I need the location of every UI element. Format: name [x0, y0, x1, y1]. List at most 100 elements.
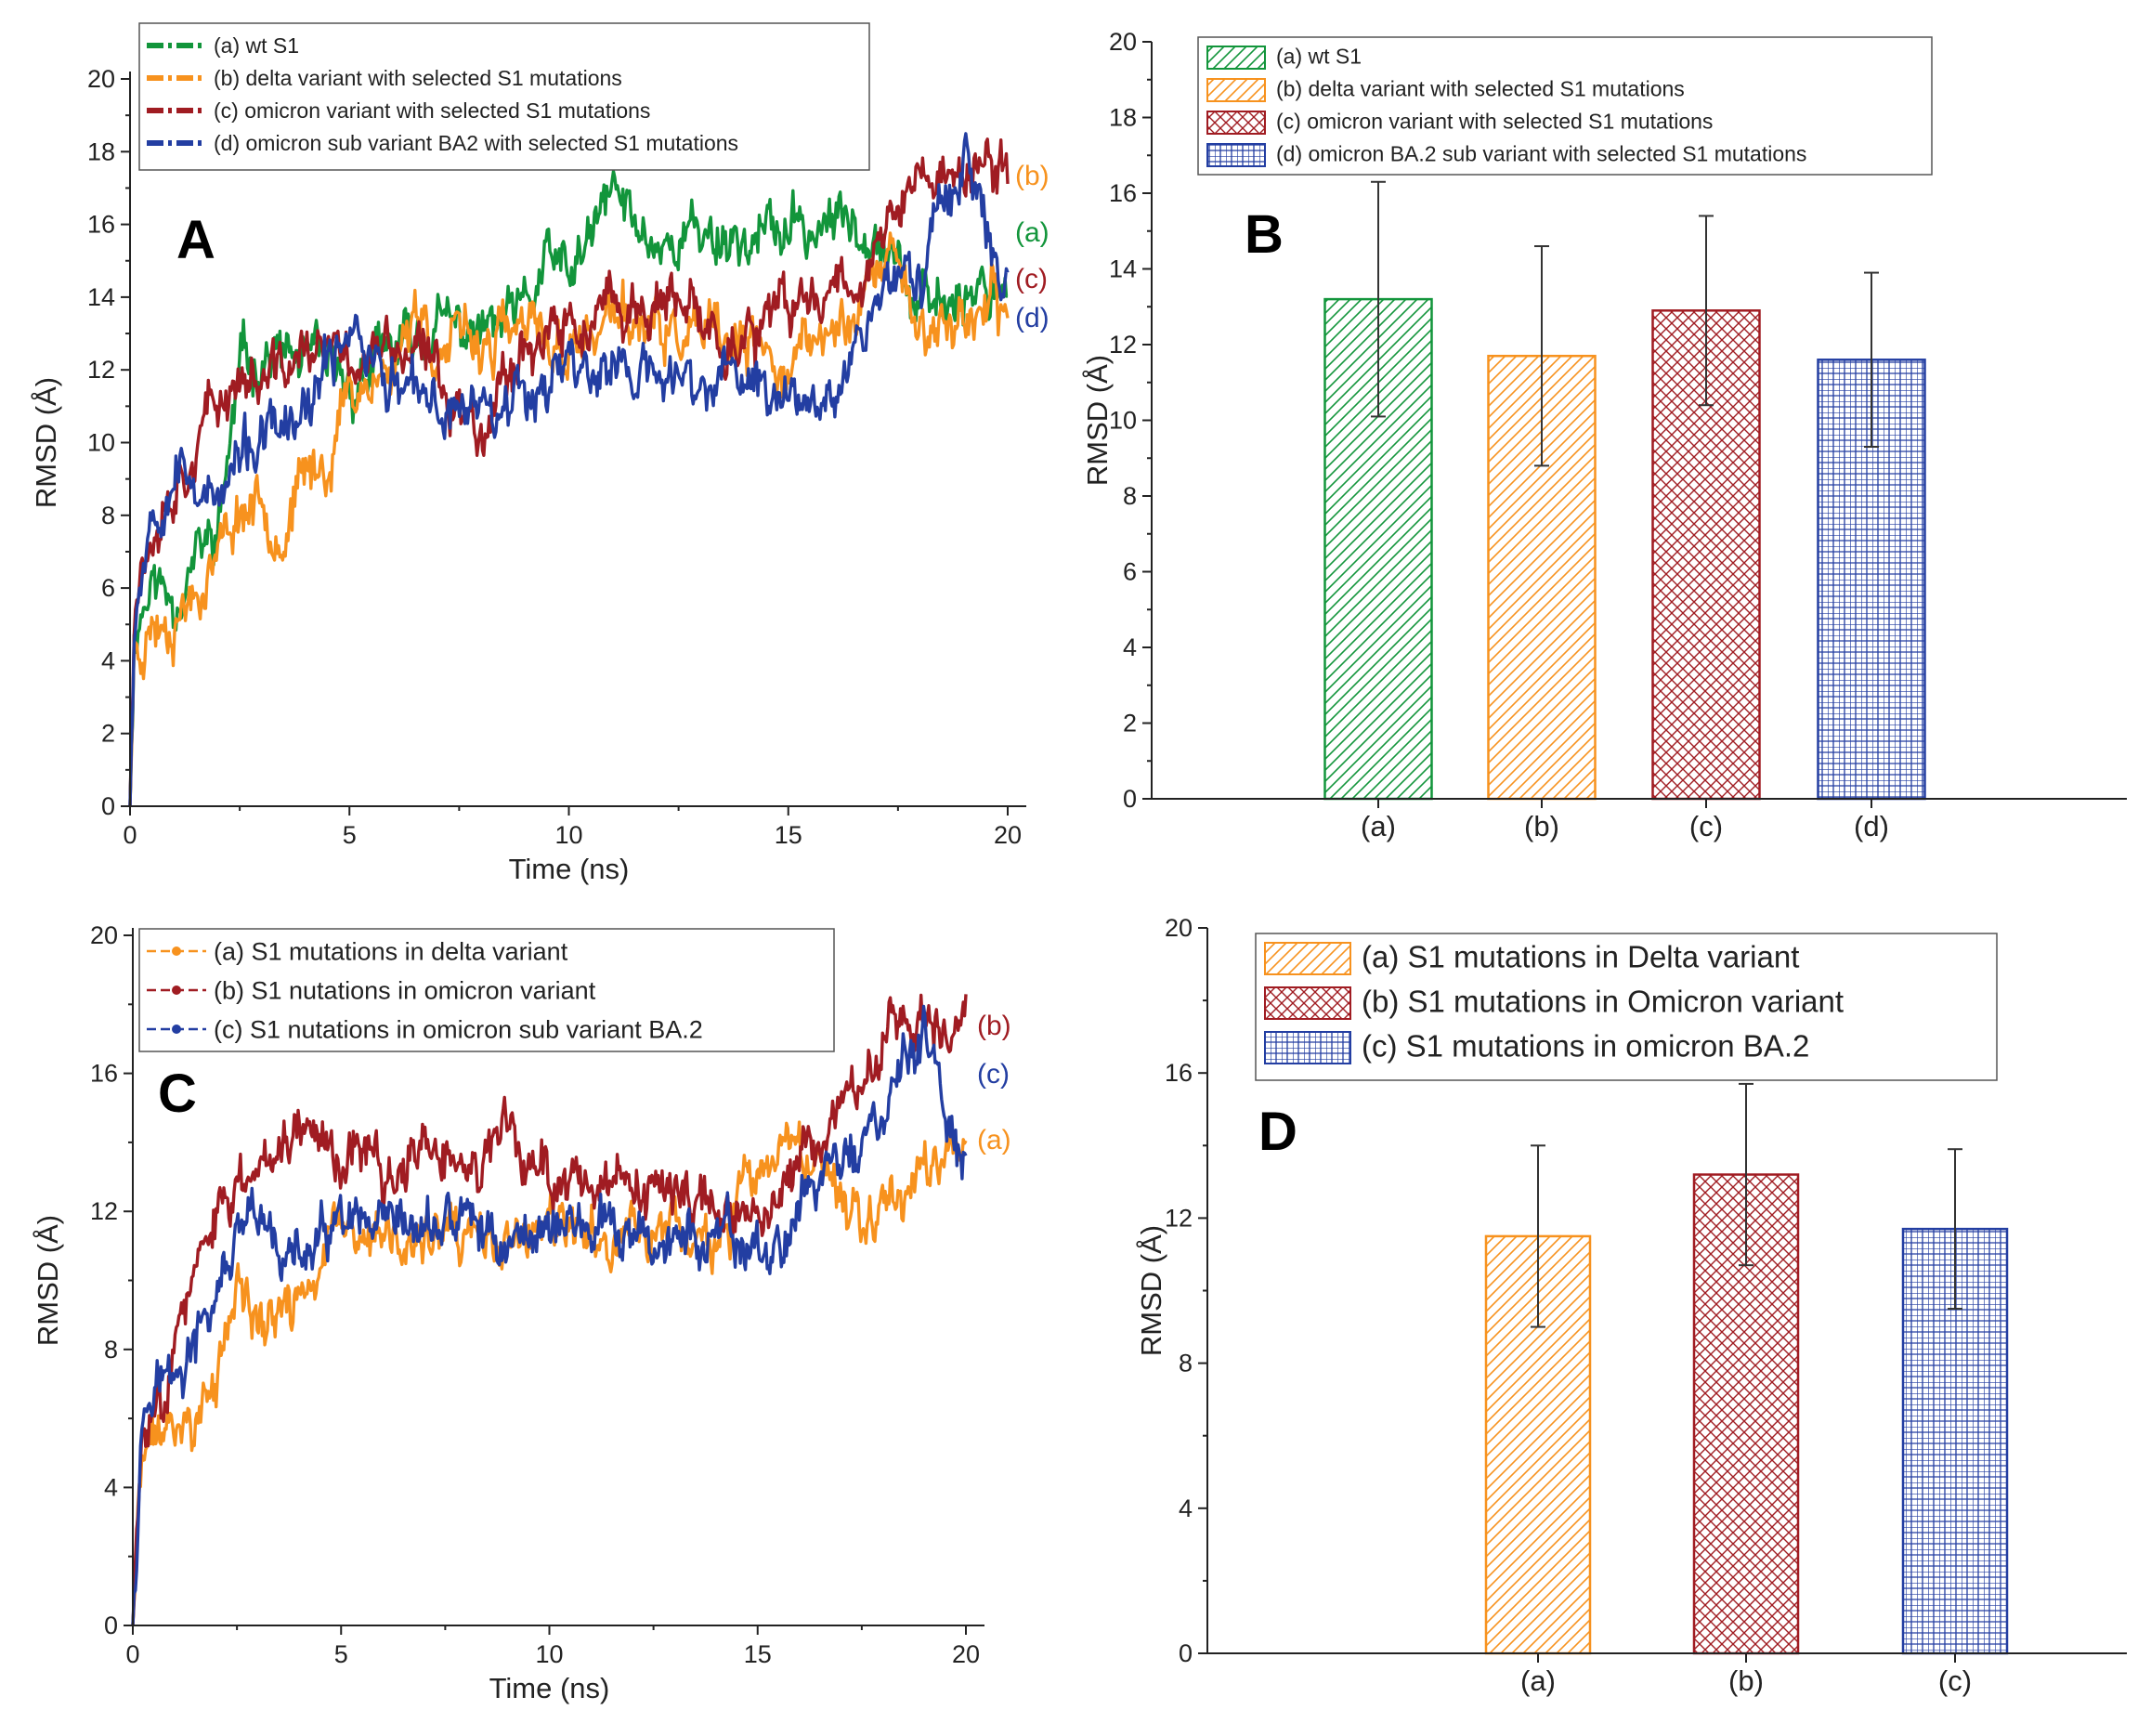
legend-label-3: (d) omicron BA.2 sub variant with select…: [1276, 142, 1806, 166]
panel-letter: D: [1258, 1102, 1297, 1162]
y-tick-label: 2: [1123, 710, 1137, 737]
y-tick-label: 10: [1109, 407, 1137, 435]
y-tick-label: 4: [101, 646, 115, 674]
panel-c-line-chart: (a) (b) (c) 0 4 8 12 16 20 0 5 10 15 20 Time (ns) RMSD …: [32, 921, 1011, 1704]
y-axis-title: RMSD (Å): [30, 377, 62, 508]
legend-swatch-0: [1264, 942, 1351, 975]
x-tick-label: 0: [123, 821, 137, 849]
legend-swatch-1: [1206, 78, 1266, 102]
legend-label-ba2: (d) omicron sub variant BA2 with selecte…: [214, 131, 738, 155]
y-tick-label: 8: [1179, 1350, 1193, 1377]
legend: (a) wt S1 (b) delta variant with selected…: [138, 22, 870, 171]
y-tick-label: 8: [101, 502, 115, 529]
y-tick-label: 16: [1165, 1059, 1193, 1087]
legend-swatch-2: [1206, 111, 1266, 135]
series-end-label-wt: (a): [1015, 217, 1049, 248]
legend-label-omicron: (c) omicron variant with selected S1 mut…: [214, 98, 650, 123]
y-tick-label: 20: [87, 65, 115, 93]
category-label: (a): [1361, 810, 1396, 842]
y-tick-label: 0: [1123, 785, 1137, 813]
y-tick-label: 16: [1109, 179, 1137, 207]
legend: (a) S1 mutations in Delta variant (b) S1 …: [1255, 933, 1998, 1081]
y-tick-label: 16: [87, 211, 115, 239]
legend-swatch-1: [1264, 986, 1351, 1020]
category-label: (b): [1524, 810, 1559, 842]
y-tick-label: 12: [87, 356, 115, 384]
y-tick-label: 20: [1165, 914, 1193, 942]
y-axis-title: RMSD (Å): [1081, 355, 1114, 486]
y-tick-label: 16: [90, 1060, 118, 1088]
series-line-ba2: [128, 132, 1010, 807]
y-tick-label: 18: [1109, 104, 1137, 132]
y-axis-title: RMSD (Å): [1135, 1225, 1167, 1356]
legend-marker-omicron: [172, 985, 181, 995]
y-tick-label: 4: [1123, 633, 1137, 661]
series-line-delta: [131, 1120, 968, 1626]
legend-box: [1197, 36, 1933, 176]
y-tick-label: 14: [1109, 255, 1137, 283]
y-tick-label: 4: [1179, 1495, 1193, 1522]
y-tick-label: 0: [101, 792, 115, 820]
legend-swatch-3: [1206, 143, 1266, 167]
panel-letter: A: [176, 210, 215, 270]
y-tick-label: 12: [1165, 1204, 1193, 1232]
legend-marker-delta: [172, 946, 181, 956]
panel-b-bar-chart: (a) (b) (c) (d) 0 2 4 6 8 10 12 14 16 18 20 RMSD (Å) B (a…: [1081, 28, 2127, 842]
legend-box: [138, 22, 870, 171]
legend-label-delta: (b) delta variant with selected S1 mutat…: [214, 66, 622, 90]
category-label: (b): [1728, 1664, 1764, 1697]
category-label: (c): [1689, 810, 1723, 842]
series-line-wt: [128, 169, 1009, 807]
series-end-label-ba2: (c): [977, 1059, 1010, 1090]
legend-swatch-0: [1206, 46, 1266, 70]
legend: (a) wt S1 (b) delta variant with selected…: [1197, 36, 1933, 176]
x-tick-label: 5: [334, 1640, 348, 1668]
x-tick-label: 15: [775, 821, 802, 849]
y-tick-label: 6: [101, 574, 115, 602]
legend-label-omicron: (b) S1 nutations in omicron variant: [214, 976, 596, 1004]
legend-label-delta: (a) S1 mutations in delta variant: [214, 937, 568, 965]
x-tick-label: 15: [744, 1640, 772, 1668]
x-tick-label: 20: [952, 1640, 980, 1668]
y-tick-label: 8: [104, 1336, 118, 1364]
y-tick-label: 0: [104, 1612, 118, 1639]
y-tick-label: 0: [1179, 1639, 1193, 1667]
y-tick-label: 4: [104, 1473, 118, 1501]
y-tick-label: 6: [1123, 558, 1137, 586]
x-tick-label: 10: [554, 821, 582, 849]
series-end-label-ba2: (d): [1015, 303, 1049, 333]
legend-box: [1255, 933, 1998, 1081]
y-tick-label: 2: [101, 720, 115, 748]
y-tick-label: 20: [1109, 28, 1137, 56]
legend-swatch-2: [1264, 1031, 1351, 1064]
category-label: (a): [1520, 1664, 1556, 1697]
legend-label-2: (c) S1 mutations in omicron BA.2: [1362, 1029, 1809, 1064]
x-tick-label: 20: [994, 821, 1022, 849]
y-tick-label: 8: [1123, 482, 1137, 510]
x-tick-label: 0: [125, 1640, 139, 1668]
panel-letter: C: [158, 1064, 197, 1124]
y-tick-label: 14: [87, 283, 115, 311]
panel-a-line-chart: (a) (b) (c) (d) 0 2 4 6 8 10 12 14 16 18 20 0 5 10 15 20 Tim…: [30, 22, 1049, 885]
y-tick-label: 12: [1109, 331, 1137, 359]
legend-label-ba2: (c) S1 nutations in omicron sub variant …: [214, 1015, 703, 1043]
x-axis-title: Time (ns): [509, 853, 630, 885]
panel-letter: B: [1245, 204, 1284, 265]
category-label: (d): [1854, 810, 1889, 842]
legend-label-0: (a) wt S1: [1276, 45, 1362, 69]
series-end-label-omicron: (b): [977, 1011, 1011, 1041]
y-axis-title: RMSD (Å): [32, 1215, 64, 1346]
panel-d-bar-chart: (a) (b) (c) 0 4 8 12 16 20 RMSD (Å) D (a) S1 mutati…: [1135, 914, 2127, 1697]
series-end-label-omicron: (c): [1015, 264, 1048, 294]
category-label: (c): [1938, 1664, 1972, 1697]
series-line-omicron: [131, 993, 968, 1626]
series-line-delta: [128, 231, 1010, 807]
legend-label-1: (b) delta variant with selected S1 mutat…: [1276, 77, 1685, 101]
y-tick-label: 20: [90, 921, 118, 949]
legend-label-1: (b) S1 mutations in Omicron variant: [1362, 985, 1844, 1019]
y-tick-label: 18: [87, 137, 115, 165]
legend-label-wt: (a) wt S1: [214, 33, 299, 58]
series-end-label-delta: (b): [1015, 161, 1049, 191]
legend-label-2: (c) omicron variant with selected S1 mut…: [1276, 110, 1713, 134]
